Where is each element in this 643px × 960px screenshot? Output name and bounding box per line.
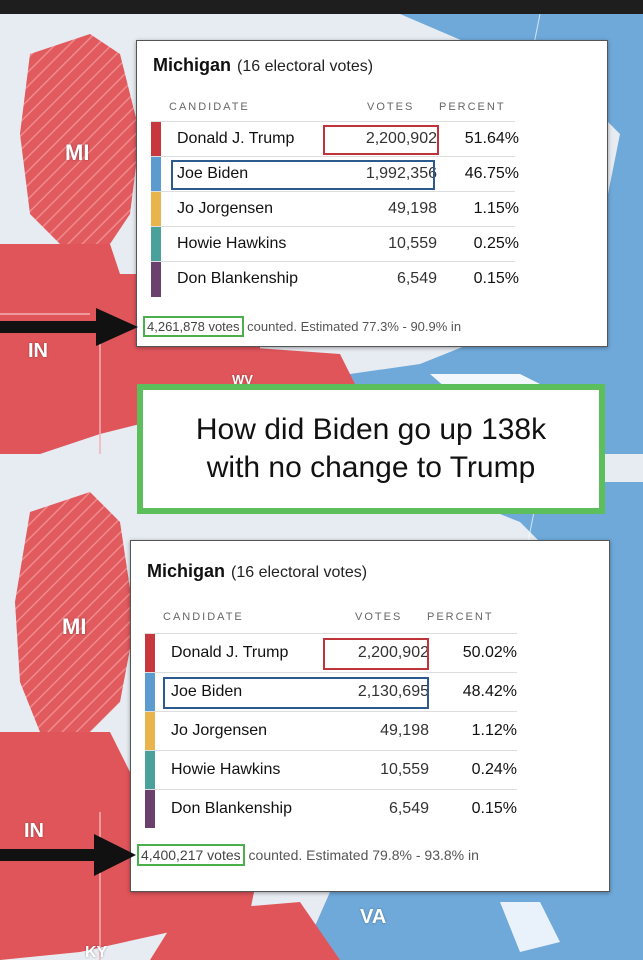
question-text: How did Biden go up 138k with no change … (195, 413, 547, 484)
party-color-swatch (151, 122, 161, 157)
header-percent: PERCENT (427, 611, 494, 623)
candidate-votes: 2,200,902 (357, 644, 429, 661)
candidate-name: Donald J. Trump (177, 130, 295, 147)
votes-counted-footer: 4,261,878 votes counted. Estimated 77.3%… (143, 316, 462, 337)
candidate-name: Joe Biden (177, 165, 249, 182)
candidate-percent: 46.75% (464, 165, 519, 182)
estimate-text: counted. Estimated 79.8% - 93.8% in (244, 847, 479, 863)
party-color-swatch (145, 712, 155, 750)
candidate-percent: 0.24% (471, 761, 517, 778)
results-card-before: Michigan (16 electoral votes) CANDIDATE V… (136, 40, 608, 347)
candidate-votes: 49,198 (380, 722, 429, 739)
party-color-swatch (145, 751, 155, 789)
candidate-row-hawkins: Howie Hawkins 10,559 0.24% (145, 750, 517, 789)
candidate-percent: 1.12% (471, 722, 517, 739)
party-color-swatch (145, 634, 155, 672)
estimate-text: counted. Estimated 77.3% - 90.9% in (243, 319, 462, 334)
state-name: Michigan (153, 55, 232, 75)
candidate-percent: 50.02% (462, 644, 517, 661)
results-card-after: Michigan (16 electoral votes) CANDIDATE V… (130, 540, 610, 892)
candidate-name: Howie Hawkins (171, 761, 281, 778)
candidate-votes: 6,549 (396, 270, 437, 287)
candidate-percent: 48.42% (462, 683, 517, 700)
map-label-in-bottom: IN (24, 820, 44, 842)
state-name: Michigan (147, 561, 226, 581)
candidate-votes: 49,198 (388, 200, 437, 217)
candidate-row-blankenship: Don Blankenship 6,549 0.15% (145, 789, 517, 828)
candidate-percent: 0.25% (473, 235, 519, 252)
candidate-votes: 2,130,695 (357, 683, 429, 700)
candidate-votes: 10,559 (388, 235, 437, 252)
candidate-row-trump: Donald J. Trump 2,200,902 50.02% (145, 633, 517, 672)
map-label-mi-bottom: MI (62, 614, 87, 639)
candidate-percent: 0.15% (471, 800, 517, 817)
header-votes: VOTES (367, 101, 415, 113)
candidate-row-biden: Joe Biden 1,992,356 46.75% (151, 156, 519, 192)
candidate-percent: 0.15% (473, 270, 519, 287)
votes-counted-total: 4,400,217 votes (137, 844, 245, 866)
map-label-va: VA (360, 906, 387, 928)
candidate-row-trump: Donald J. Trump 2,200,902 51.64% (151, 121, 519, 157)
card-title: Michigan (16 electoral votes) (153, 55, 373, 76)
candidate-name: Howie Hawkins (177, 235, 287, 252)
candidate-name: Donald J. Trump (171, 644, 289, 661)
header-percent: PERCENT (439, 101, 506, 113)
candidate-votes: 6,549 (388, 800, 429, 817)
candidate-name: Don Blankenship (177, 270, 298, 287)
card-title: Michigan (16 electoral votes) (147, 561, 367, 582)
party-color-swatch (151, 262, 161, 297)
top-bar (0, 0, 643, 14)
party-color-swatch (145, 790, 155, 828)
candidate-row-jorgensen: Jo Jorgensen 49,198 1.15% (151, 191, 519, 227)
question-callout: How did Biden go up 138k with no change … (137, 384, 605, 514)
candidate-row-hawkins: Howie Hawkins 10,559 0.25% (151, 226, 519, 262)
candidate-row-blankenship: Don Blankenship 6,549 0.15% (151, 261, 519, 297)
party-color-swatch (145, 673, 155, 711)
party-color-swatch (151, 157, 161, 192)
header-candidate: CANDIDATE (169, 101, 250, 113)
candidate-percent: 51.64% (464, 130, 519, 147)
electoral-votes: (16 electoral votes) (237, 58, 374, 75)
candidate-name: Joe Biden (171, 683, 243, 700)
candidate-votes: 2,200,902 (365, 130, 437, 147)
candidate-row-jorgensen: Jo Jorgensen 49,198 1.12% (145, 711, 517, 750)
votes-counted-total: 4,261,878 votes (143, 316, 244, 337)
party-color-swatch (151, 192, 161, 227)
candidate-name: Don Blankenship (171, 800, 292, 817)
candidate-name: Jo Jorgensen (177, 200, 274, 217)
candidate-percent: 1.15% (473, 200, 519, 217)
map-label-ky: KY (85, 944, 108, 960)
party-color-swatch (151, 227, 161, 262)
map-label-mi: MI (65, 140, 90, 165)
header-candidate: CANDIDATE (163, 611, 244, 623)
votes-counted-footer: 4,400,217 votes counted. Estimated 79.8%… (137, 844, 479, 866)
candidate-name: Jo Jorgensen (171, 722, 268, 739)
candidate-row-biden: Joe Biden 2,130,695 48.42% (145, 672, 517, 711)
arrow-right-icon (0, 308, 138, 346)
header-votes: VOTES (355, 611, 403, 623)
electoral-votes: (16 electoral votes) (231, 564, 368, 581)
candidate-votes: 1,992,356 (365, 165, 437, 182)
arrow-right-icon (0, 834, 136, 876)
map-label-in: IN (28, 340, 48, 362)
map-label-wv: WV (232, 372, 253, 387)
candidate-votes: 10,559 (380, 761, 429, 778)
